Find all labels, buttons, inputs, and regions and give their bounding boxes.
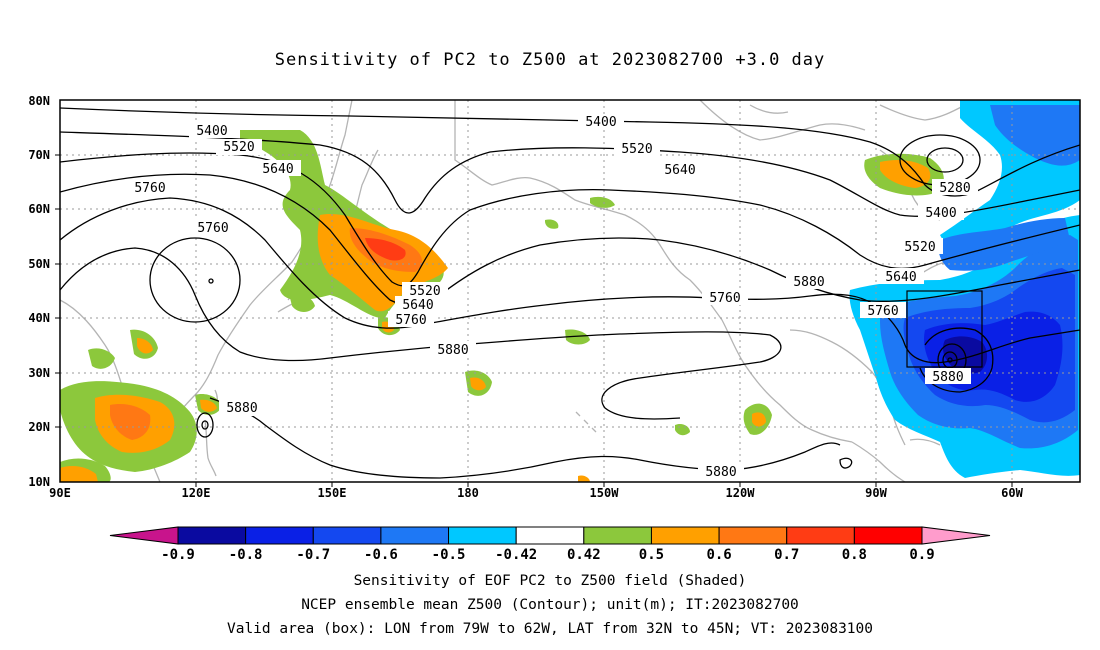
svg-text:5520: 5520 — [621, 142, 652, 157]
lon-label-120e: 120E — [182, 486, 211, 500]
lat-label-70n: 70N — [28, 148, 50, 162]
svg-text:5400: 5400 — [196, 124, 227, 139]
tick-marks — [55, 154, 1013, 487]
svg-text:5880: 5880 — [932, 370, 963, 385]
colorbar-label: 0.9 — [909, 547, 934, 563]
caption-line-3: Valid area (box): LON from 79W to 62W, L… — [226, 621, 873, 637]
contour-labels: 5400 5520 5640 5760 5760 5880 5400 5520 … — [127, 114, 978, 480]
lat-label-10n: 10N — [28, 475, 50, 489]
longitude-labels: 90E 120E 150E 180 150W 120W 90W 60W — [49, 486, 1023, 500]
valid-area-box — [906, 290, 983, 368]
colorbar-max-arrow — [921, 526, 991, 545]
svg-text:5760: 5760 — [134, 181, 165, 196]
colorbar-swatch — [853, 526, 923, 545]
svg-text:5760: 5760 — [867, 304, 898, 319]
svg-text:5640: 5640 — [402, 298, 433, 313]
colorbar-label: -0.42 — [495, 547, 537, 563]
colorbar-label: 0.7 — [774, 547, 799, 563]
colorbar-label: -0.9 — [161, 547, 195, 563]
svg-text:5520: 5520 — [409, 284, 440, 299]
colorbar-swatch — [718, 526, 788, 545]
svg-text:5280: 5280 — [939, 181, 970, 196]
lat-label-80n: 80N — [28, 94, 50, 108]
lon-label-150e: 150E — [318, 486, 347, 500]
colorbar-label: -0.5 — [432, 547, 466, 563]
svg-text:5880: 5880 — [705, 465, 736, 480]
lat-label-60n: 60N — [28, 202, 50, 216]
colorbar-label: -0.8 — [229, 547, 263, 563]
svg-text:5760: 5760 — [709, 291, 740, 306]
colorbar-swatch — [786, 526, 855, 545]
colorbar-label: -0.7 — [296, 547, 330, 563]
svg-text:5400: 5400 — [925, 206, 956, 221]
colorbar-label: 0.6 — [706, 547, 731, 563]
lon-label-180: 180 — [457, 486, 479, 500]
colorbar-swatch — [583, 526, 652, 545]
colorbar-swatch — [515, 526, 585, 545]
svg-text:5640: 5640 — [664, 163, 695, 178]
plot-frame — [59, 99, 1081, 483]
latitude-labels: 80N 70N 60N 50N 40N 30N 20N 10N — [28, 94, 50, 489]
svg-text:5880: 5880 — [793, 275, 824, 290]
colorbar: -0.9 -0.8 -0.7 -0.6 -0.5 -0.42 0.42 0.5 0.6 0.7 0.… — [109, 526, 991, 563]
lat-label-50n: 50N — [28, 257, 50, 271]
chart-title: Sensitivity of PC2 to Z500 at 2023082700… — [274, 50, 826, 70]
caption-line-2: NCEP ensemble mean Z500 (Contour); unit(… — [301, 597, 799, 613]
colorbar-label: 0.8 — [842, 547, 867, 563]
lat-label-20n: 20N — [28, 420, 50, 434]
lon-label-60w: 60W — [1001, 486, 1023, 500]
svg-text:5760: 5760 — [197, 221, 228, 236]
svg-text:5520: 5520 — [904, 240, 935, 255]
colorbar-swatch — [380, 526, 450, 545]
svg-text:5640: 5640 — [262, 162, 293, 177]
svg-text:5880: 5880 — [437, 343, 468, 358]
colorbar-swatch — [245, 526, 314, 545]
svg-text:5520: 5520 — [223, 140, 254, 155]
svg-text:5640: 5640 — [885, 270, 916, 285]
colorbar-label: 0.42 — [567, 547, 601, 563]
colorbar-swatch — [177, 526, 247, 545]
colorbar-min-arrow — [109, 526, 179, 545]
lon-label-120w: 120W — [726, 486, 756, 500]
svg-text:5400: 5400 — [585, 115, 616, 130]
lon-label-90w: 90W — [865, 486, 887, 500]
caption-line-1: Sensitivity of EOF PC2 to Z500 field (Sh… — [353, 573, 747, 589]
svg-text:5760: 5760 — [395, 313, 426, 328]
colorbar-label: -0.6 — [364, 547, 398, 563]
colorbar-swatch — [448, 526, 517, 545]
lon-label-90e: 90E — [49, 486, 71, 500]
lon-label-150w: 150W — [590, 486, 620, 500]
colorbar-swatch — [650, 526, 720, 545]
lat-label-40n: 40N — [28, 311, 50, 325]
svg-text:5880: 5880 — [226, 401, 257, 416]
colorbar-swatch — [312, 526, 382, 545]
colorbar-label: 0.5 — [639, 547, 664, 563]
lat-label-30n: 30N — [28, 366, 50, 380]
